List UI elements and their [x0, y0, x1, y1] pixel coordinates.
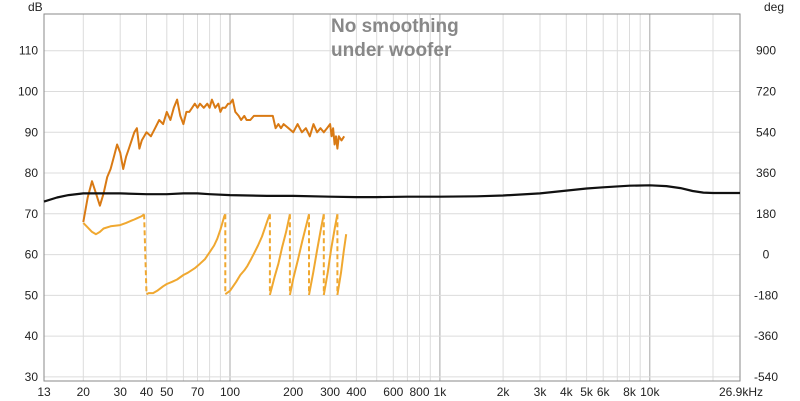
left-y-tick-label: 30	[25, 370, 39, 384]
left-y-tick-label: 80	[25, 166, 39, 180]
x-tick-label: 1k	[434, 385, 448, 399]
phase-series-segment	[288, 214, 310, 296]
x-axis-ticks: 13 20 30 40 50 70 100 200 300 400 600 800 1k 2k 3k 4k 5k…	[37, 385, 763, 399]
x-tick-label: 300	[320, 385, 340, 399]
annotation-line-2: under woofer	[331, 40, 452, 61]
left-y-tick-label: 110	[19, 44, 38, 58]
x-tick-label: 8k	[623, 385, 637, 399]
left-y-tick-label: 70	[25, 207, 39, 221]
x-tick-label: 10k	[640, 385, 660, 399]
left-y-tick-label: 40	[25, 329, 39, 343]
right-axis-unit: deg	[764, 0, 784, 14]
annotation-line-1: No smoothing	[331, 16, 459, 37]
left-y-tick-label: 60	[25, 248, 39, 262]
x-tick-label: 70	[191, 385, 205, 399]
left-y-tick-label: 100	[18, 85, 38, 99]
x-tick-label: 20	[77, 385, 91, 399]
right-y-tick-label: 720	[756, 85, 776, 99]
left-y-tick-label: 90	[25, 125, 39, 139]
x-tick-label: 50	[160, 385, 174, 399]
phase-series-segment	[336, 234, 348, 296]
x-tick-label: 100	[220, 385, 240, 399]
x-tick-label: 40	[140, 385, 154, 399]
left-y-tick-label: 50	[25, 288, 39, 302]
right-y-tick-label: -360	[754, 329, 778, 343]
x-tick-label: 3k	[534, 385, 548, 399]
spl-series-line	[82, 98, 346, 223]
x-tick-label: 5k	[580, 385, 594, 399]
phase-series-segment	[308, 214, 325, 296]
right-y-tick-label: -180	[754, 288, 778, 302]
right-y-tick-label: 540	[756, 125, 776, 139]
x-tick-label: 200	[283, 385, 303, 399]
x-tick-label: 4k	[560, 385, 574, 399]
right-y-tick-label: 180	[756, 207, 776, 221]
x-tick-label: 2k	[497, 385, 511, 399]
phase-series-segment	[268, 214, 291, 296]
grid-lines	[44, 14, 740, 381]
plot-frame	[43, 13, 741, 382]
right-y-tick-label: -540	[754, 370, 778, 384]
x-tick-label: 13	[37, 385, 51, 399]
phase-series-segment	[146, 213, 227, 296]
x-tick-label: 400	[346, 385, 366, 399]
left-axis-unit: dB	[28, 0, 43, 14]
x-tick-label: 30	[114, 385, 128, 399]
right-y-tick-label: 360	[756, 166, 776, 180]
phase-series-segment	[224, 213, 271, 296]
phase-phase-wrap-connector	[143, 214, 148, 295]
right-axis-ticks: -540 -360 -180 0 180 360 540 720 900	[754, 44, 778, 384]
x-tick-label: 6k	[597, 385, 611, 399]
right-y-tick-label: 0	[763, 248, 770, 262]
x-tick-label: 800	[409, 385, 429, 399]
phase-series-segment	[82, 213, 145, 236]
phase-series-segment	[322, 214, 339, 296]
right-y-tick-label: 900	[756, 44, 776, 58]
x-tick-label: 26.9kHz	[719, 385, 763, 399]
x-tick-label: 600	[383, 385, 403, 399]
data-series	[43, 98, 740, 296]
flat-series-line	[43, 184, 740, 203]
left-axis-ticks: 30 40 50 60 70 80 90 100 110	[18, 44, 38, 384]
